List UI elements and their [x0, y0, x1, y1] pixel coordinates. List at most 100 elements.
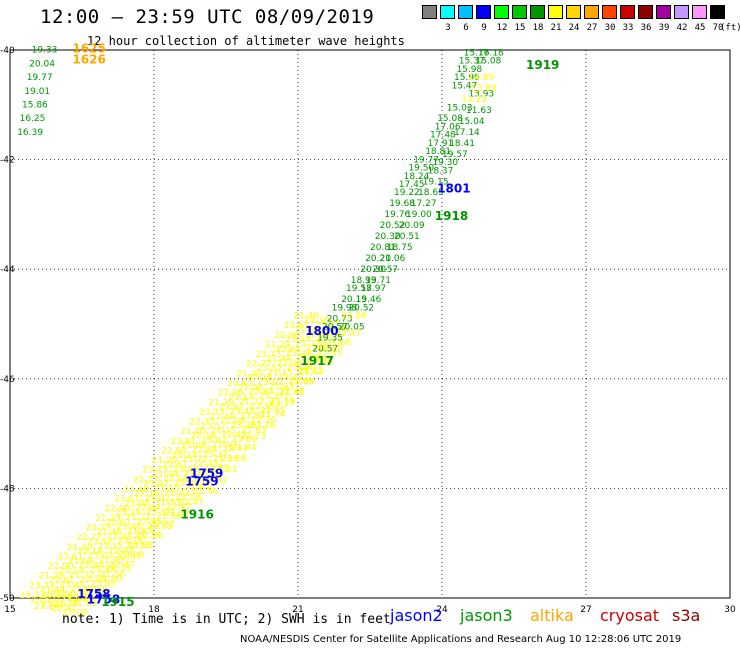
- color-legend-unit: (ft): [720, 23, 740, 33]
- swh-label: 15.08: [476, 57, 502, 67]
- swh-label: 22.47: [222, 445, 248, 455]
- y-tick-label: -42: [0, 156, 15, 166]
- footer-credit: NOAA/NESDIS Center for Satellite Applica…: [240, 634, 682, 645]
- color-swatch: [566, 5, 581, 19]
- swh-label: 23.02: [201, 436, 227, 446]
- swh-label: 23.48: [116, 523, 142, 533]
- swh-label: 20.57: [372, 265, 398, 275]
- color-swatch-label: 42: [676, 23, 688, 33]
- color-swatch: [584, 5, 599, 19]
- swh-label: 21.63: [241, 425, 267, 435]
- swh-label: 21.15: [154, 484, 180, 494]
- swh-label: 22.35: [80, 575, 106, 585]
- swh-label: 22.65: [288, 377, 314, 387]
- swh-label: 21.97: [127, 527, 153, 537]
- swh-label: 22.42: [221, 431, 247, 441]
- swh-label: 21.93: [212, 440, 238, 450]
- swh-label: 23.02: [258, 378, 284, 388]
- color-swatch-label: 18: [532, 23, 544, 33]
- color-swatch: [494, 5, 509, 19]
- swh-label: 18.41: [449, 139, 475, 149]
- swh-label: 19.57: [442, 150, 468, 160]
- swh-label: 21.29: [265, 340, 291, 350]
- swh-label: 21.40: [237, 369, 263, 379]
- swh-label: 21.74: [260, 410, 286, 420]
- swh-label: 20.09: [399, 221, 425, 231]
- y-tick-label: -50: [0, 594, 15, 604]
- swh-label: 20.81: [370, 243, 396, 253]
- swh-label: 23.37: [259, 392, 285, 402]
- swh-label: 22.84: [305, 330, 331, 340]
- swh-label: 21.72: [182, 455, 208, 465]
- swh-label: 22.90: [274, 331, 300, 341]
- swh-label: 18.75: [387, 243, 413, 253]
- time-label: 1918: [435, 209, 468, 223]
- swh-label: 13.93: [468, 90, 494, 100]
- swh-label: 23.85: [317, 348, 343, 358]
- swh-label: 21.97: [70, 585, 96, 595]
- color-swatch-label: 24: [568, 23, 580, 33]
- swh-label: 18.81: [425, 147, 451, 157]
- y-tick-label: -44: [0, 265, 15, 275]
- swh-label: 22.84: [135, 503, 161, 513]
- swh-label: 23.17: [269, 399, 295, 409]
- swh-label: 22.16: [247, 374, 273, 384]
- swh-label: 15.04: [459, 117, 485, 127]
- swh-label: 23.85: [90, 580, 116, 590]
- swh-label: 21.44: [153, 470, 179, 480]
- swh-label: 21.97: [297, 354, 323, 364]
- swh-label: 23.37: [89, 566, 115, 576]
- swh-label: 22.50: [82, 586, 108, 596]
- swh-label: 19.35: [317, 333, 343, 343]
- swh-label: 19.01: [24, 87, 50, 97]
- swh-label: 23.09: [175, 493, 201, 503]
- swh-label: 20.57: [312, 344, 338, 354]
- swh-label: 17.06: [435, 122, 461, 132]
- swh-label: 21.72: [239, 397, 265, 407]
- color-swatch: [692, 5, 707, 19]
- time-label: 1800: [305, 324, 338, 338]
- swh-label: 23.09: [288, 377, 314, 387]
- swh-label: 23.52: [30, 595, 56, 605]
- swh-label: 20.52: [380, 221, 406, 231]
- swh-label: 18.65: [418, 188, 444, 198]
- swh-label: 23.28: [250, 421, 276, 431]
- swh-label: 21.29: [95, 514, 121, 524]
- swh-label: 21.44: [40, 586, 66, 596]
- swh-label: 22.73: [240, 432, 266, 442]
- swh-label: 23.48: [60, 580, 86, 590]
- swh-label: 23.73: [29, 581, 55, 591]
- swh-label: 22.90: [218, 389, 244, 399]
- swh-label: 23.37: [146, 508, 172, 518]
- swh-label: 21.15: [97, 542, 123, 552]
- swh-label: 22.20: [307, 358, 333, 368]
- swh-label: 15.96: [454, 73, 480, 83]
- swh-label: 21.40: [123, 485, 149, 495]
- swh-label: 21.74: [135, 531, 161, 541]
- swh-label: 21.63: [298, 368, 324, 378]
- satellite-legend-altika: altika: [530, 606, 574, 625]
- swh-label: 21.35: [53, 599, 79, 609]
- swh-label: 21.60: [96, 575, 122, 585]
- swh-label: 21.08: [68, 557, 94, 567]
- swh-label: 22.31: [106, 564, 132, 574]
- swh-label: 17.14: [454, 128, 480, 138]
- color-swatch: [458, 5, 473, 19]
- swh-label: 23.48: [229, 407, 255, 417]
- swh-label: 23.26: [61, 595, 87, 605]
- swh-label: 20.15: [341, 295, 367, 305]
- footer-note: note: 1) Time is in UTC; 2) SWH is in fe…: [62, 612, 391, 627]
- swh-label: 23.14: [172, 451, 198, 461]
- swh-label: 22.42: [108, 546, 134, 556]
- swh-label: 21.08: [125, 499, 151, 509]
- swh-label: 22.61: [162, 460, 188, 470]
- swh-label: 21.15: [267, 368, 293, 378]
- swh-label: 21.56: [326, 339, 352, 349]
- color-swatch-label: 6: [463, 23, 469, 33]
- color-swatch: [422, 5, 437, 19]
- swh-label: 16.18: [478, 48, 504, 58]
- swh-label: 21.08: [294, 326, 320, 336]
- swh-label: 21.29: [152, 456, 178, 466]
- swh-label: 17.27: [411, 199, 437, 209]
